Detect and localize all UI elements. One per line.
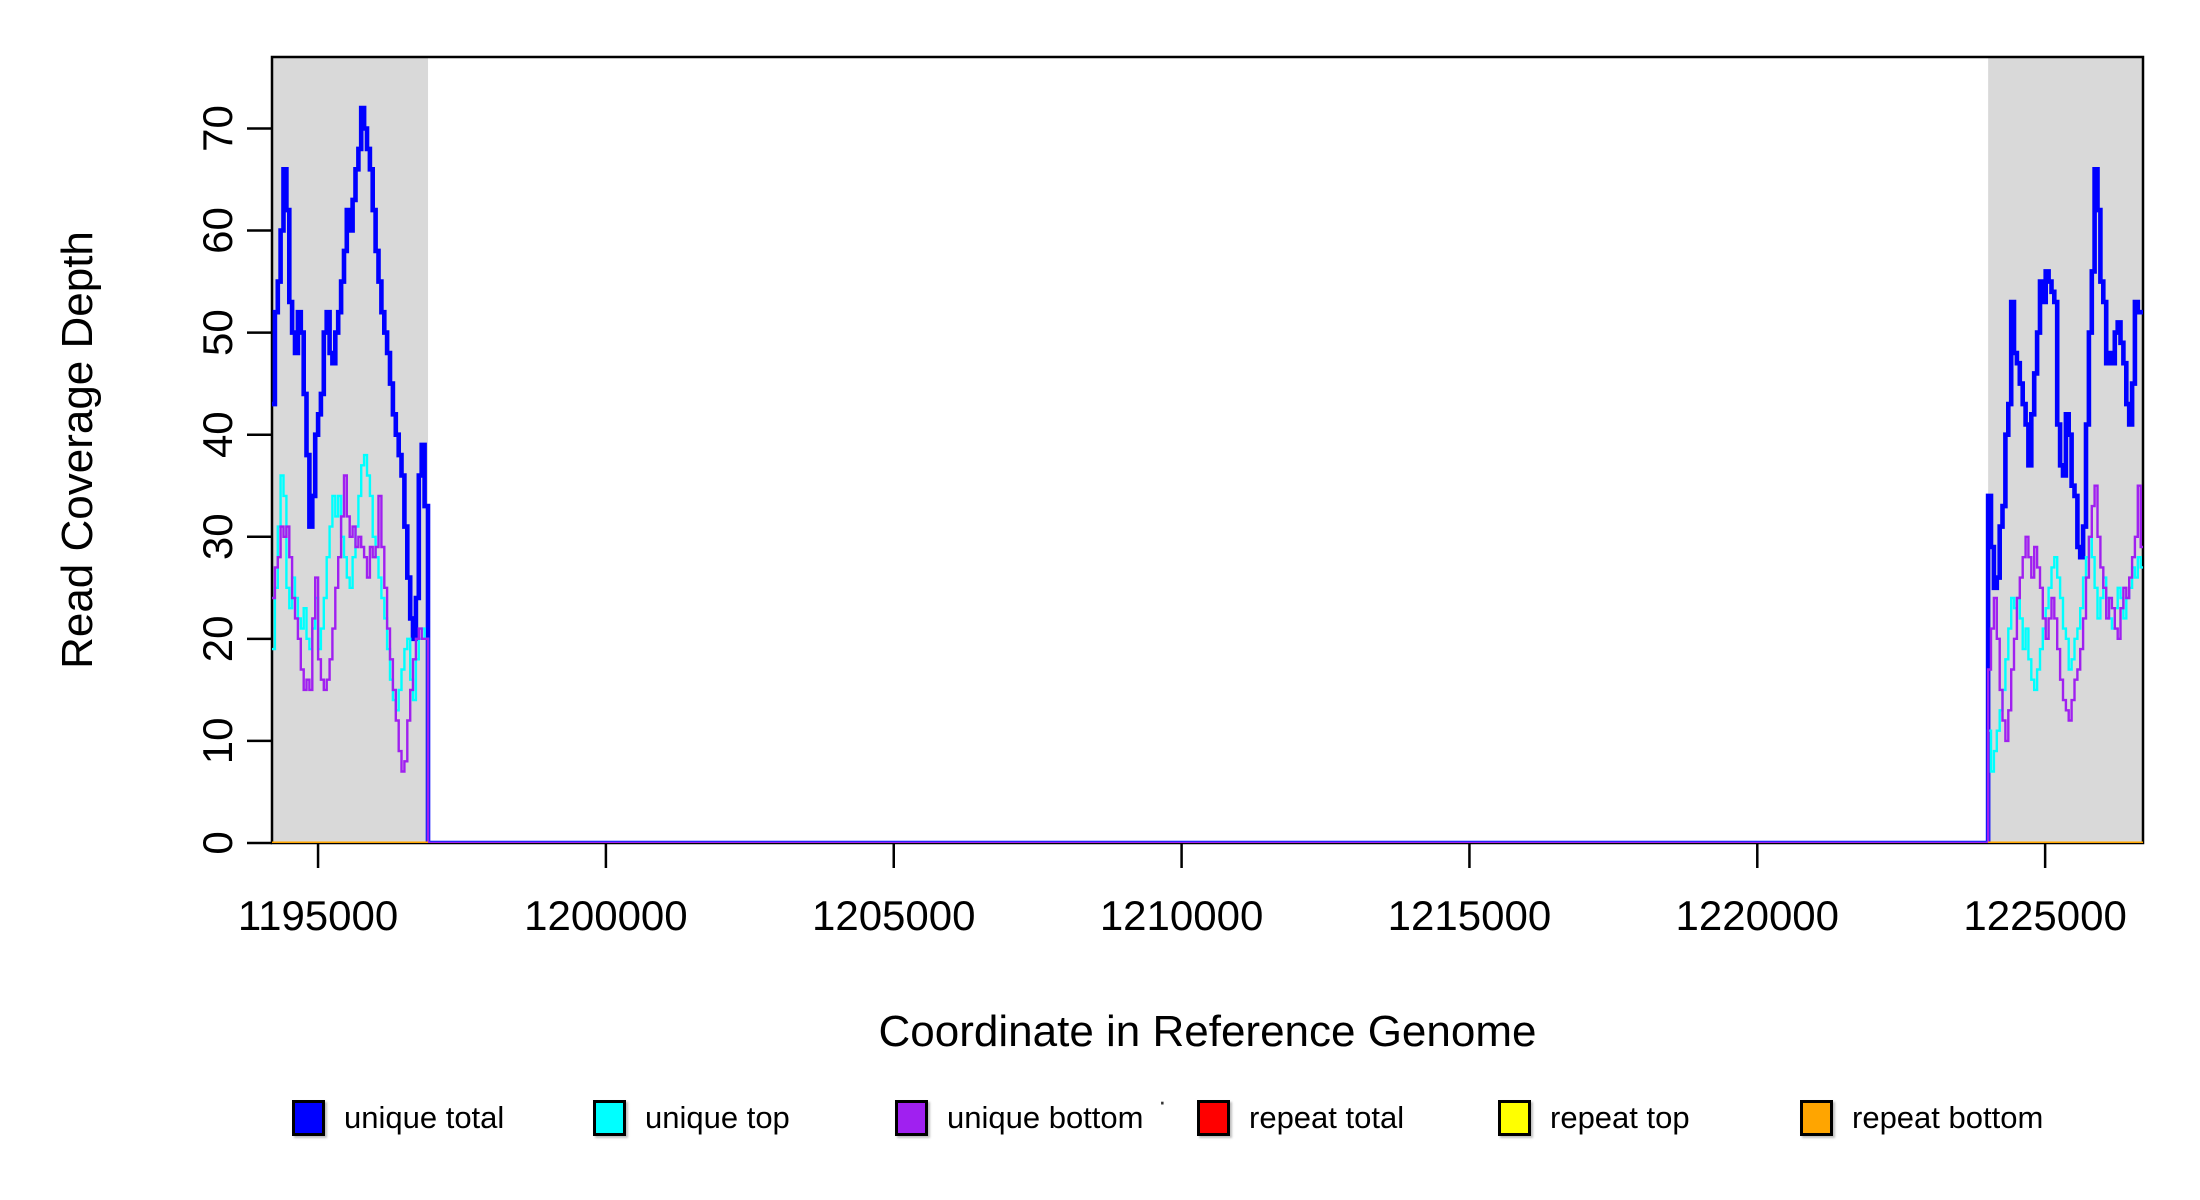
- plot-box: [270, 55, 2145, 845]
- legend-label-unique-top: unique top: [645, 1100, 790, 1135]
- y-axis-title: Read Coverage Depth: [53, 231, 102, 669]
- legend-label-repeat-total: repeat total: [1249, 1100, 1405, 1135]
- y-axis-tick-label: 0: [194, 831, 241, 854]
- legend-label-unique-bottom: unique bottom: [947, 1100, 1144, 1135]
- series-group: [272, 105, 2143, 843]
- legend-swatch-unique-top: [593, 1100, 626, 1136]
- x-axis-tick-label: 1215000: [1388, 892, 1552, 939]
- series-line-unique-total: [272, 105, 2143, 843]
- series-line-unique-bottom: [272, 474, 2143, 843]
- legend-label-repeat-top: repeat top: [1550, 1100, 1690, 1135]
- legend-item-repeat-total: repeat total: [1197, 1098, 1404, 1138]
- legend-label-repeat-bottom: repeat bottom: [1852, 1100, 2044, 1135]
- y-axis-tick-label: 20: [194, 615, 241, 662]
- legend-swatch-repeat-bottom: [1800, 1100, 1833, 1136]
- x-axis-tick-label: 1210000: [1100, 892, 1264, 939]
- x-axis-tick-label: 1195000: [238, 892, 398, 939]
- x-axis-title: Coordinate in Reference Genome: [879, 1007, 1537, 1056]
- y-axis-tick-label: 40: [194, 411, 241, 458]
- legend-swatch-repeat-top: [1498, 1100, 1531, 1136]
- legend-item-unique-top: unique top: [593, 1098, 790, 1138]
- x-axis-tick-label: 1220000: [1676, 892, 1840, 939]
- stray-dot: ·: [1158, 1086, 1167, 1116]
- x-axis-tick-label: 1205000: [812, 892, 976, 939]
- y-axis-tick-label: 50: [194, 309, 241, 356]
- legend-label-unique-total: unique total: [344, 1100, 505, 1135]
- legend-swatch-unique-bottom: [895, 1100, 928, 1136]
- legend-swatch-unique-total: [292, 1100, 325, 1136]
- legend-item-repeat-bottom: repeat bottom: [1800, 1098, 2043, 1138]
- legend: unique total unique top unique bottom re…: [0, 1098, 2200, 1138]
- legend-swatch-repeat-total: [1197, 1100, 1230, 1136]
- legend-item-unique-total: unique total: [292, 1098, 504, 1138]
- highlight-region: [272, 57, 429, 843]
- legend-item-repeat-top: repeat top: [1498, 1098, 1690, 1138]
- y-axis-tick-label: 30: [194, 513, 241, 560]
- y-axis-tick-label: 10: [194, 718, 241, 765]
- x-axis-tick-label: 1200000: [524, 892, 688, 939]
- x-axis-tick-label: 1225000: [1963, 892, 2127, 939]
- y-axis-tick-label: 70: [194, 105, 241, 152]
- y-axis-tick-label: 60: [194, 207, 241, 254]
- series-line-unique-top: [272, 453, 2143, 843]
- legend-item-unique-bottom: unique bottom: [895, 1098, 1143, 1138]
